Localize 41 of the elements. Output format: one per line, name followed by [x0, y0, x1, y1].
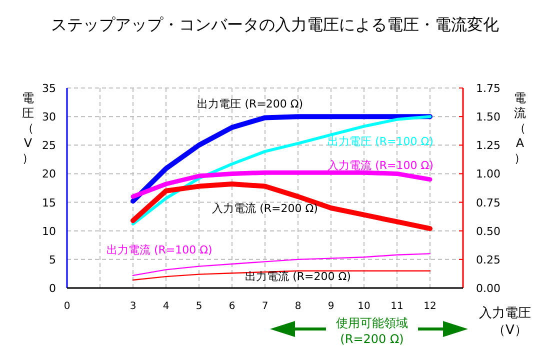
y-tick-label: 0: [49, 282, 56, 295]
x-tick-label: 9: [328, 301, 334, 312]
chart-title: ステップアップ・コンバータの入力電圧による電圧・電流変化: [51, 15, 499, 34]
y2-tick-label: 0.00: [476, 282, 500, 295]
series-label: 出力電流 (R=200 Ω): [245, 270, 351, 283]
line-series: [132, 270, 431, 281]
y2-tick-label: 0.25: [476, 253, 500, 266]
x-axis-title: 入力電圧（V）: [479, 306, 531, 338]
y-tick-label: 30: [42, 110, 56, 124]
y-tick-label: 35: [42, 82, 56, 95]
x-tick-label: 3: [130, 301, 136, 312]
x-tick-label: 10: [358, 301, 370, 312]
y-tick-label: 5: [49, 253, 56, 266]
x-tick-label: 6: [228, 301, 236, 312]
x-tick-label: 12: [424, 301, 436, 312]
series-label: 入力電流 (R=100 Ω): [328, 159, 434, 172]
x-tick-label: 11: [390, 301, 404, 312]
series-label: 入力電流 (R=200 Ω): [212, 202, 318, 215]
x-tick-label: 8: [294, 301, 302, 312]
y2-tick-label: 1.00: [476, 168, 500, 181]
y-tick-label: 15: [42, 196, 56, 210]
x-tick-label: 4: [162, 301, 170, 312]
y2-tick-label: 0.50: [476, 224, 500, 238]
y-tick-label: 10: [42, 224, 56, 238]
y-axis-title: 電圧（V）: [22, 91, 34, 165]
x-tick-label: 7: [262, 301, 268, 312]
series-label: 出力電流 (R=100 Ω): [106, 244, 212, 257]
text: 使用可能領域 (R=200 Ω): [336, 316, 408, 346]
y2-axis-title: 電流（A）: [514, 91, 526, 165]
y2-tick-label: 0.75: [476, 196, 500, 210]
y2-tick-label: 1.75: [476, 82, 500, 95]
series-label: 出力電圧 (R=100 Ω): [328, 135, 434, 148]
line-series: [130, 170, 432, 199]
series-label: 出力電圧 (R=200 Ω): [197, 97, 304, 110]
y-tick-label: 20: [42, 168, 56, 181]
line-series: [132, 115, 432, 226]
y2-tick-label: 1.50: [476, 110, 500, 124]
y-tick-label: 25: [42, 139, 56, 152]
y2-tick-label: 1.25: [476, 139, 500, 152]
x-tick-label: 0: [64, 301, 70, 312]
x-tick-label: 5: [196, 301, 202, 312]
